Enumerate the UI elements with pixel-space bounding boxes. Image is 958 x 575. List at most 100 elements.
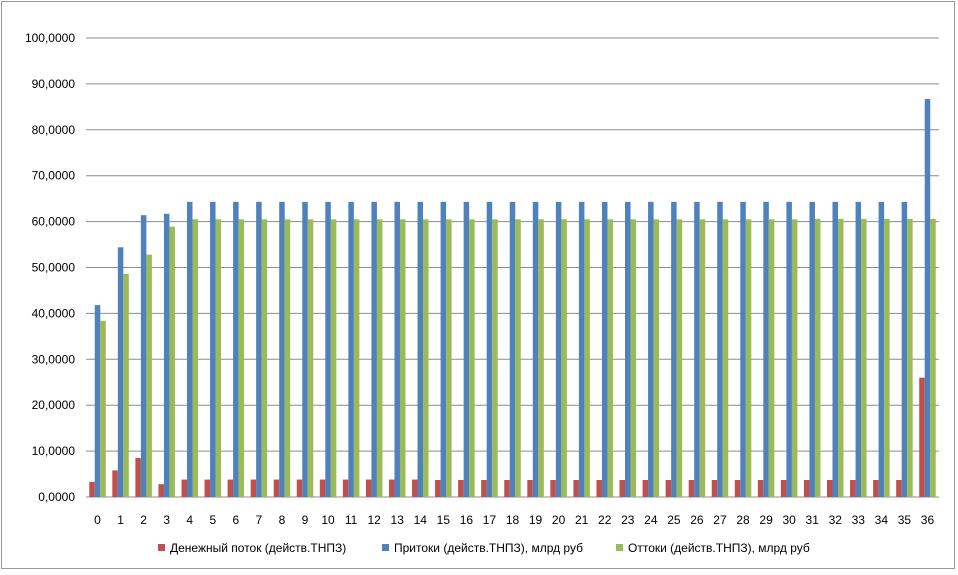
bar: [325, 201, 331, 497]
legend-swatch: [616, 544, 623, 551]
x-tick-label: 10: [321, 513, 335, 527]
bar: [256, 201, 262, 497]
bar: [192, 219, 198, 497]
bar: [896, 480, 902, 497]
bar: [423, 219, 429, 497]
x-tick-label: 20: [552, 513, 566, 527]
bar: [665, 480, 672, 497]
bar: [284, 219, 291, 497]
bar: [302, 201, 308, 497]
bar: [717, 201, 723, 497]
bar: [215, 219, 222, 497]
x-tick-label: 5: [209, 513, 216, 527]
bar: [561, 219, 567, 497]
bar: [838, 218, 844, 497]
bar: [688, 480, 695, 497]
x-tick-label: 16: [460, 513, 474, 527]
bar: [573, 480, 579, 497]
bar: [94, 305, 101, 497]
bar: [734, 480, 741, 497]
bar: [279, 201, 285, 497]
bar: [388, 479, 395, 497]
x-tick-label: 3: [163, 513, 170, 527]
bar: [791, 219, 798, 497]
legend-swatch: [382, 544, 389, 551]
bar: [786, 201, 792, 497]
bar: [930, 218, 936, 497]
y-tick-label: 10,0000: [32, 444, 76, 458]
bar: [89, 481, 95, 497]
bar: [319, 479, 326, 497]
bar: [371, 201, 377, 497]
bar: [722, 219, 729, 497]
bar: [348, 201, 354, 497]
x-tick-label: 22: [598, 513, 612, 527]
x-tick-label: 23: [621, 513, 635, 527]
x-tick-label: 6: [233, 513, 240, 527]
y-tick-label: 80,0000: [32, 123, 76, 137]
bar: [578, 201, 585, 497]
bar: [353, 219, 360, 497]
bar: [417, 201, 424, 497]
bar: [296, 479, 303, 497]
bar: [146, 254, 152, 497]
legend-label: Притоки (действ.ТНПЗ), млрд руб: [394, 541, 583, 555]
bar: [458, 480, 464, 497]
x-tick-label: 7: [256, 513, 263, 527]
legend-label: Денежный поток (действ.ТНПЗ): [170, 541, 346, 555]
y-tick-label: 0,0000: [38, 490, 75, 504]
bar: [832, 201, 839, 497]
bar: [135, 457, 141, 497]
x-tick-label: 1: [117, 513, 124, 527]
bar: [233, 201, 239, 497]
bar: [878, 201, 885, 497]
x-tick-label: 2: [140, 513, 147, 527]
bar: [261, 219, 268, 497]
bar: [140, 215, 147, 497]
x-tick-label: 12: [367, 513, 381, 527]
bar: [763, 201, 769, 497]
bar: [440, 201, 447, 497]
y-tick-label: 100,0000: [25, 31, 75, 45]
bar: [648, 201, 654, 497]
y-tick-label: 20,0000: [32, 398, 76, 412]
bar: [555, 201, 562, 497]
legend-swatch: [158, 544, 165, 551]
x-tick-label: 9: [302, 513, 309, 527]
bar: [625, 201, 631, 497]
x-tick-label: 8: [279, 513, 286, 527]
bar: [694, 201, 700, 497]
bar: [163, 213, 170, 497]
x-tick-label: 24: [644, 513, 658, 527]
x-tick-label: 27: [713, 513, 727, 527]
bar: [699, 219, 706, 497]
x-tick-label: 14: [414, 513, 428, 527]
bar: [509, 201, 516, 497]
y-tick-label: 90,0000: [32, 77, 76, 91]
bar: [227, 479, 234, 497]
x-tick-label: 4: [186, 513, 193, 527]
bars: [89, 99, 936, 498]
bar: [850, 480, 856, 497]
bar: [809, 201, 815, 497]
bar: [803, 480, 810, 497]
bar: [204, 479, 211, 497]
bar: [365, 479, 372, 497]
bar: [342, 479, 349, 497]
x-tick-label: 18: [506, 513, 520, 527]
bar: [919, 377, 925, 497]
bar: [330, 219, 337, 497]
bar: [676, 219, 683, 497]
bar: [123, 273, 129, 497]
x-tick-label: 26: [690, 513, 704, 527]
bar: [515, 219, 521, 497]
y-tick-label: 50,0000: [32, 261, 76, 275]
bar: [527, 480, 533, 497]
bar: [630, 219, 637, 497]
bar: [532, 201, 539, 497]
x-tick-label: 30: [782, 513, 796, 527]
bar: [601, 201, 608, 497]
bar: [550, 480, 556, 497]
x-tick-label: 13: [391, 513, 405, 527]
bar: [273, 479, 280, 497]
